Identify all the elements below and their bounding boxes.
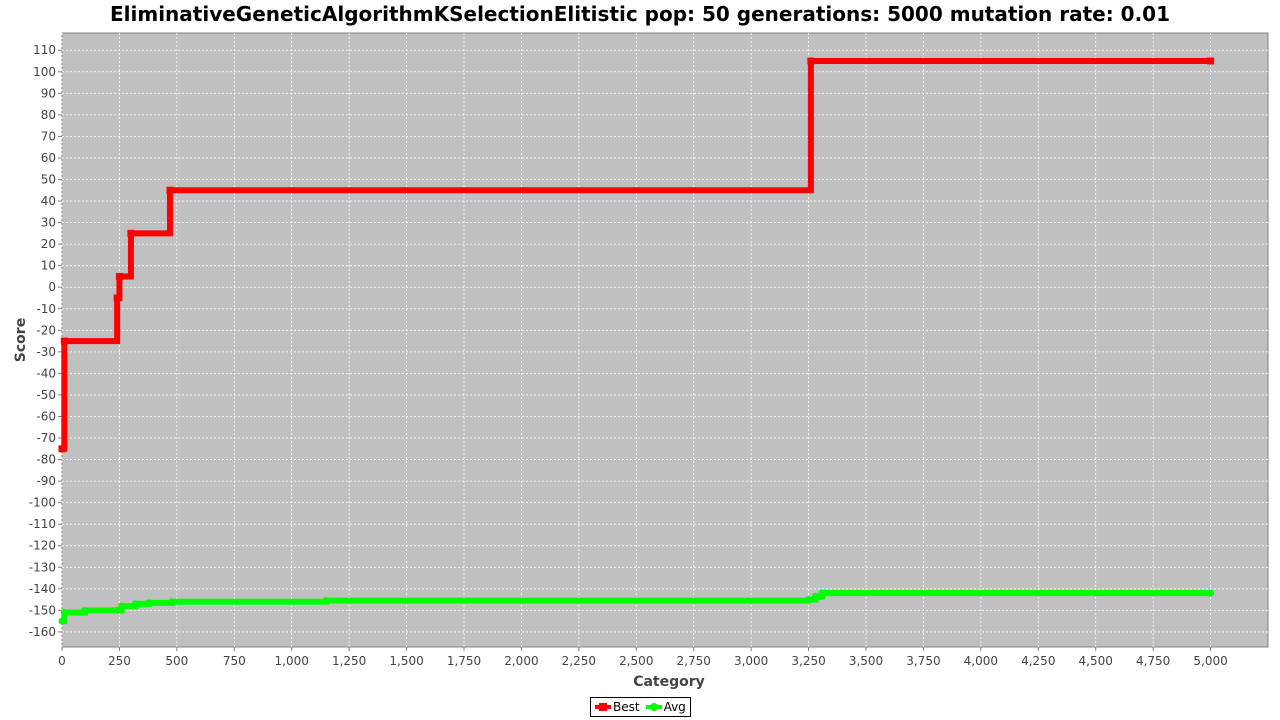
y-tick-label: 30 <box>41 216 56 230</box>
y-tick-label: 40 <box>41 194 56 208</box>
y-tick-label: 50 <box>41 172 56 186</box>
y-tick-label: -80 <box>36 453 56 467</box>
y-tick-label: -10 <box>36 302 56 316</box>
data-point-best <box>60 337 68 345</box>
y-tick-label: 20 <box>41 237 56 251</box>
axis-layer: -160-150-140-130-120-110-100-90-80-70-60… <box>29 43 1228 668</box>
x-tick-label: 2,000 <box>504 654 538 668</box>
data-point-best <box>166 186 174 194</box>
x-tick-label: 4,750 <box>1136 654 1170 668</box>
data-point-avg <box>168 598 176 606</box>
x-tick-label: 3,500 <box>849 654 883 668</box>
x-tick-label: 5,000 <box>1193 654 1227 668</box>
x-tick-label: 250 <box>108 654 131 668</box>
series-layer <box>58 57 1215 625</box>
plot-area <box>61 32 1269 648</box>
chart-title: EliminativeGeneticAlgorithmKSelectionEli… <box>109 2 1171 26</box>
data-point-best <box>1207 57 1215 65</box>
y-tick-label: 90 <box>41 86 56 100</box>
y-tick-label: -20 <box>36 323 56 337</box>
y-tick-label: -90 <box>36 474 56 488</box>
legend-item-best: Best <box>595 700 640 714</box>
legend-label-best: Best <box>613 700 640 714</box>
x-tick-label: 750 <box>223 654 246 668</box>
x-tick-label: 4,250 <box>1021 654 1055 668</box>
x-tick-label: 1,000 <box>275 654 309 668</box>
y-tick-label: 110 <box>33 43 56 57</box>
y-tick-label: 100 <box>33 65 56 79</box>
x-tick-label: 2,750 <box>677 654 711 668</box>
data-point-avg <box>132 600 140 608</box>
x-tick-label: 4,500 <box>1079 654 1113 668</box>
y-tick-label: -60 <box>36 409 56 423</box>
series-line-best <box>61 58 1211 452</box>
x-tick-label: 2,250 <box>562 654 596 668</box>
y-tick-label: -130 <box>29 560 56 574</box>
y-tick-label: -30 <box>36 345 56 359</box>
x-tick-label: 1,500 <box>389 654 423 668</box>
y-tick-label: -70 <box>36 431 56 445</box>
y-tick-label: 0 <box>48 280 56 294</box>
x-tick-label: 3,000 <box>734 654 768 668</box>
x-tick-label: 3,250 <box>791 654 825 668</box>
y-tick-label: -50 <box>36 388 56 402</box>
grid-layer <box>61 33 1268 647</box>
data-point-best <box>115 272 123 280</box>
legend: Best Avg <box>590 697 691 717</box>
x-tick-label: 2,500 <box>619 654 653 668</box>
legend-label-avg: Avg <box>663 700 686 714</box>
x-axis-title: Category <box>633 674 705 690</box>
data-point-best <box>807 57 815 65</box>
y-tick-label: -110 <box>29 517 56 531</box>
y-axis-title: Score <box>13 318 29 362</box>
data-point-best <box>58 445 66 453</box>
data-point-avg <box>145 599 153 607</box>
legend-item-avg: Avg <box>645 700 686 714</box>
y-tick-label: -100 <box>29 496 56 510</box>
data-point-avg <box>805 596 813 604</box>
data-point-avg <box>81 606 89 614</box>
y-tick-label: -40 <box>36 366 56 380</box>
data-point-avg <box>58 617 66 625</box>
data-point-best <box>113 294 121 302</box>
data-point-avg <box>322 597 330 605</box>
y-tick-label: 70 <box>41 129 56 143</box>
x-tick-label: 3,750 <box>906 654 940 668</box>
x-tick-label: 1,750 <box>447 654 481 668</box>
x-tick-label: 4,000 <box>964 654 998 668</box>
data-point-avg <box>811 592 819 600</box>
data-point-avg <box>60 609 68 617</box>
legend-swatch-best <box>595 701 611 713</box>
y-tick-label: 10 <box>41 259 56 273</box>
data-point-avg <box>818 589 826 597</box>
y-tick-label: 60 <box>41 151 56 165</box>
y-tick-label: -150 <box>29 603 56 617</box>
x-tick-label: 0 <box>58 654 66 668</box>
data-point-avg <box>113 606 121 614</box>
legend-swatch-avg <box>645 701 662 713</box>
y-tick-label: -160 <box>29 625 56 639</box>
y-tick-label: -140 <box>29 582 56 596</box>
y-tick-label: 80 <box>41 108 56 122</box>
data-point-avg <box>118 602 126 610</box>
data-point-avg <box>1207 589 1215 597</box>
x-tick-label: 500 <box>165 654 188 668</box>
x-tick-label: 1,250 <box>332 654 366 668</box>
y-tick-label: -120 <box>29 539 56 553</box>
data-point-best <box>127 229 135 237</box>
